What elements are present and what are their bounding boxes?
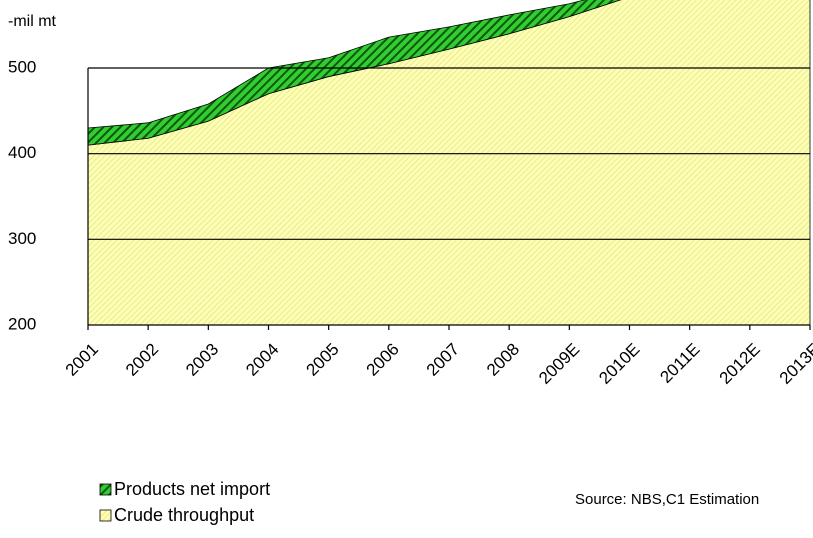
y-axis-label: -mil mt (8, 13, 57, 30)
area (87, 0, 622, 146)
x-tick-label: 2004 (242, 340, 282, 380)
source: Source: NBS,C1 Estimation (575, 491, 759, 508)
x-tick-label: 2013E (776, 340, 813, 388)
legend-swatch (99, 509, 112, 522)
legend-label: Products net import (114, 479, 270, 499)
x-tick-label: 2009E (535, 340, 583, 388)
x-tick-label: 2011E (656, 340, 703, 387)
y-tick-label: 300 (8, 229, 36, 248)
legend-label: Crude throughput (114, 505, 254, 525)
x-tick-label: 2002 (122, 340, 162, 380)
y-tick-label: 200 (8, 314, 36, 333)
x-tick-label: 2003 (182, 340, 222, 380)
x-tick-label: 2001 (62, 340, 102, 380)
x-tick-label: 2012E (716, 340, 764, 388)
x-tick-label: 2008 (483, 340, 523, 380)
legend-swatch (99, 483, 112, 496)
y-tick-label: 500 (8, 57, 36, 76)
x-tick-label: 2010E (595, 340, 643, 388)
x-tick-label: 2006 (363, 340, 403, 380)
x-tick-label: 2007 (423, 340, 463, 380)
y-tick-label: 400 (8, 143, 36, 162)
x-tick-label: 2005 (302, 340, 342, 380)
